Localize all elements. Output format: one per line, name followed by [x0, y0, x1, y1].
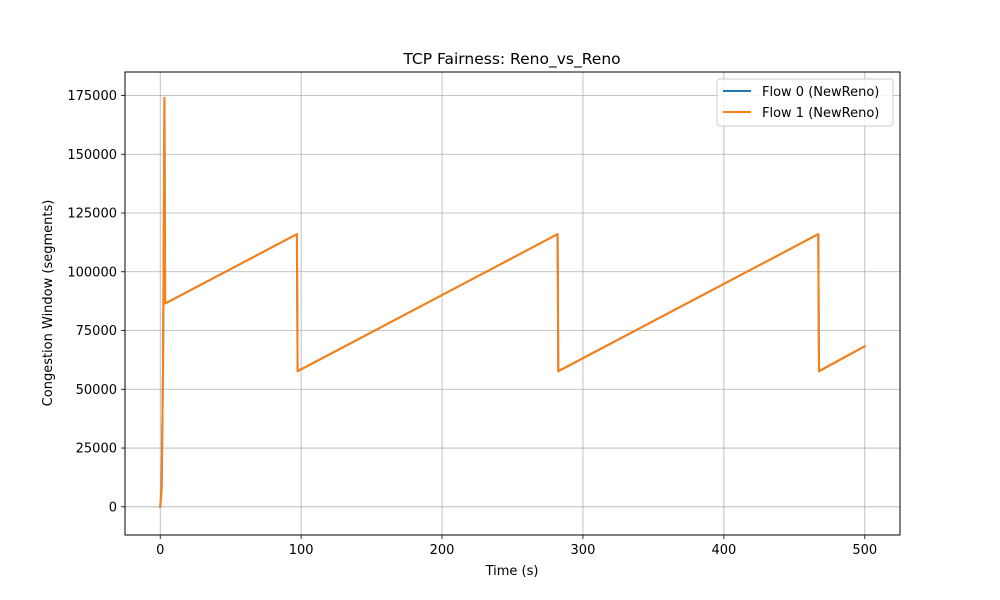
y-tick-label: 175000 — [67, 89, 117, 104]
legend-label-flow-1: Flow 1 (NewReno) — [762, 106, 879, 121]
series-line-flow-1 — [159, 96, 867, 508]
y-tick-label: 150000 — [67, 148, 117, 163]
x-tick-label: 500 — [852, 543, 877, 558]
y-tick-label: 0 — [109, 500, 117, 515]
y-tick-label: 125000 — [67, 207, 117, 222]
legend-label-flow-0: Flow 0 (NewReno) — [762, 85, 879, 100]
legend-box — [716, 78, 894, 127]
x-axis-ticks: 0 100 200 300 400 500 — [156, 535, 877, 558]
series-lines — [159, 96, 867, 508]
x-tick-label: 300 — [571, 543, 596, 558]
x-tick-label: 400 — [711, 543, 736, 558]
y-tick-label: 50000 — [76, 383, 117, 398]
y-tick-label: 100000 — [67, 265, 117, 280]
grid — [125, 72, 900, 535]
x-tick-label: 0 — [156, 543, 164, 558]
y-tick-label: 25000 — [76, 442, 117, 457]
legend: Flow 0 (NewReno) Flow 1 (NewReno) — [716, 78, 894, 127]
plot-frame — [124, 71, 901, 536]
y-tick-label: 75000 — [76, 324, 117, 339]
y-axis-label: Congestion Window (segments) — [41, 200, 56, 407]
x-tick-label: 100 — [289, 543, 314, 558]
x-tick-label: 200 — [430, 543, 455, 558]
x-axis-label: Time (s) — [485, 564, 539, 579]
y-axis-ticks: 0 25000 50000 75000 100000 125000 150000 175000 — [67, 89, 125, 515]
chart-title: TCP Fairness: Reno_vs_Reno — [402, 50, 620, 69]
